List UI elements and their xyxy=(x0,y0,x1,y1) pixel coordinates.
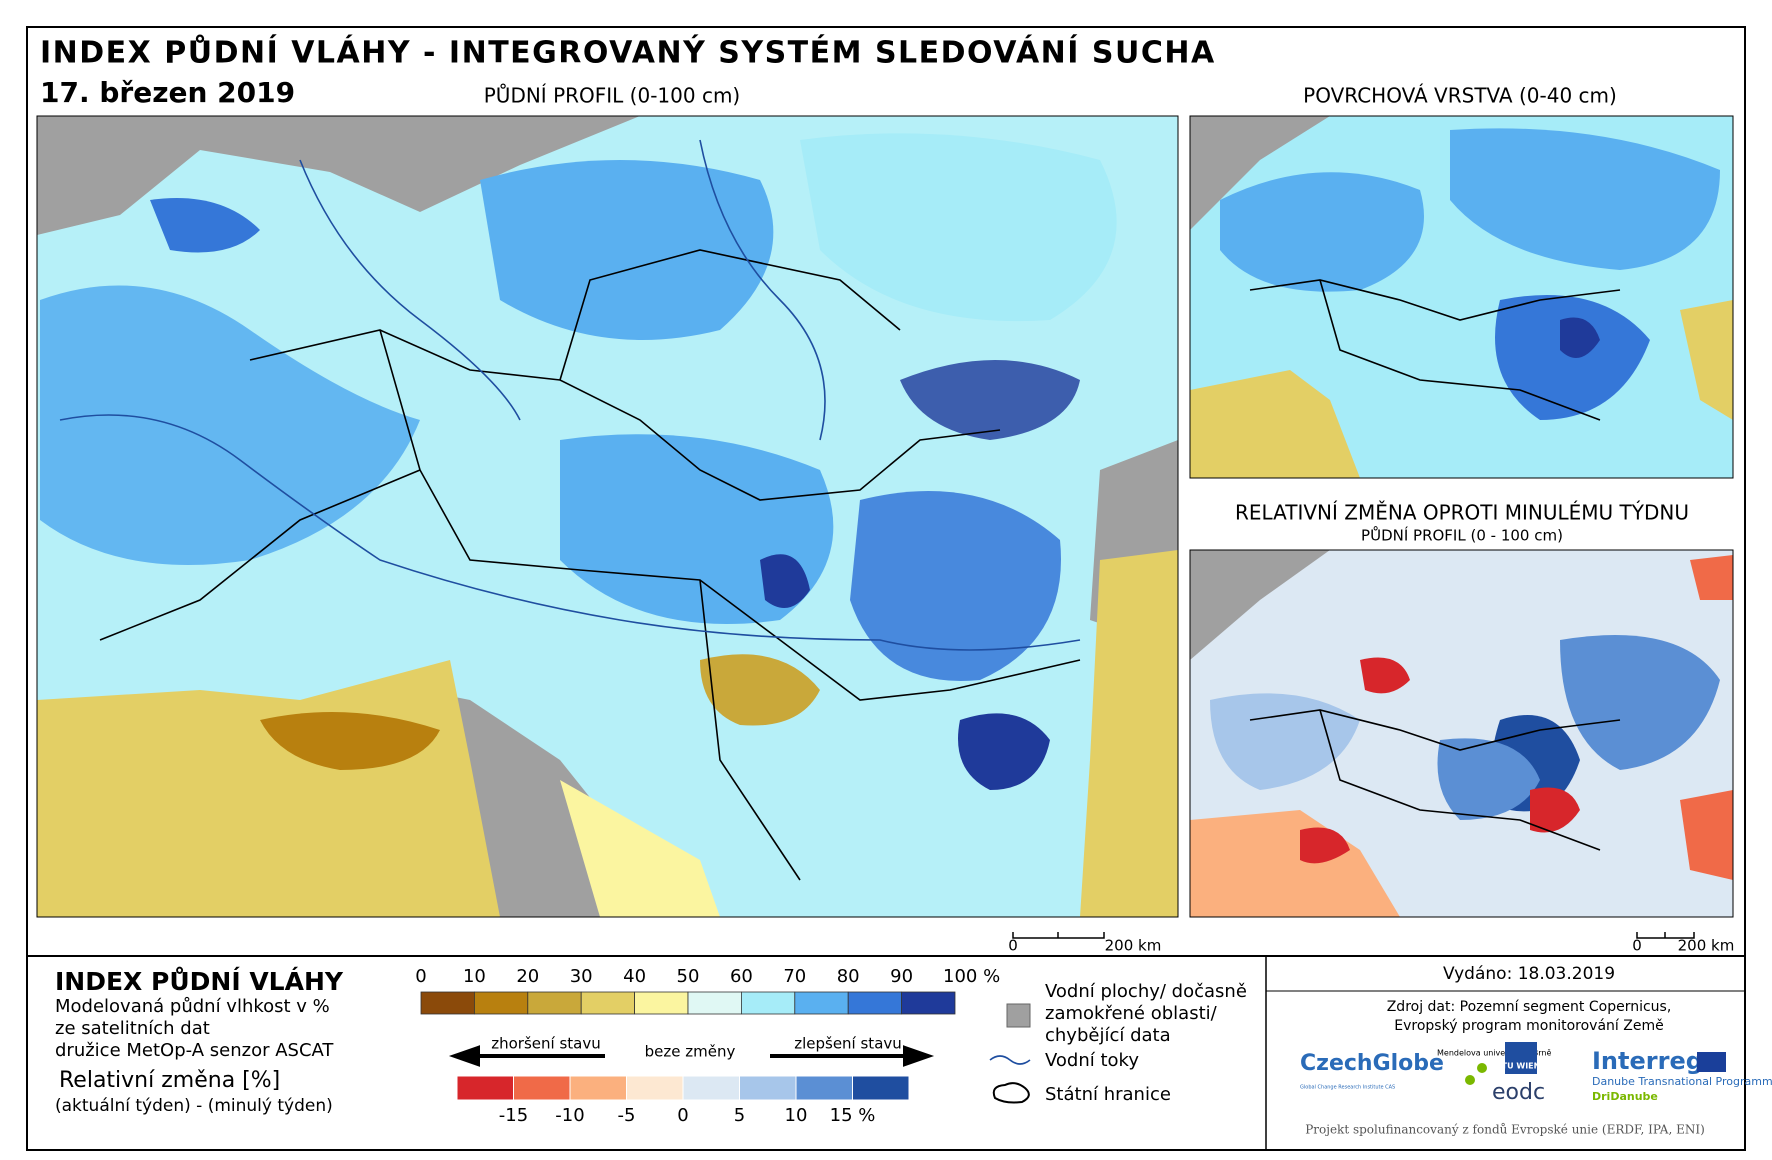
logo: DriDanube xyxy=(1592,1090,1658,1103)
water-symbol xyxy=(1006,1003,1031,1028)
color-box xyxy=(687,991,742,1015)
frame xyxy=(26,26,1746,1151)
legend-text: (aktuální týden) - (minulý týden) xyxy=(55,1096,333,1116)
map-subtitle: PŮDNÍ PROFIL (0 - 100 cm) xyxy=(1361,526,1563,545)
scale-label: 70 xyxy=(783,966,806,987)
scale-label: 30 xyxy=(570,966,593,987)
logo-mark xyxy=(1505,1042,1537,1074)
logo: Danube Transnational Programme xyxy=(1592,1075,1772,1088)
scale-label: 50 xyxy=(677,966,700,987)
logo: Interreg xyxy=(1592,1047,1703,1075)
color-box xyxy=(847,991,903,1015)
eu-flag xyxy=(1697,1052,1726,1072)
scale-label: 0 xyxy=(1008,937,1018,955)
color-box xyxy=(513,1075,571,1101)
scale-label: 90 xyxy=(890,966,913,987)
scale-label: 20 xyxy=(516,966,539,987)
scale-label: 0 xyxy=(415,966,426,987)
color-box xyxy=(739,1075,797,1101)
legend-text: chybějící data xyxy=(1045,1025,1171,1046)
logo: CzechGlobe xyxy=(1300,1051,1444,1076)
date: 17. březen 2019 xyxy=(40,76,295,109)
moisture-scale: 0 10 20 30 40 50 60 70 80 90 100 % xyxy=(415,966,1000,1015)
color-box xyxy=(795,1075,853,1101)
arrow-left xyxy=(448,1045,605,1067)
source: Zdroj dat: Pozemní segment Copernicus, xyxy=(1387,999,1672,1015)
issued: Vydáno: 18.03.2019 xyxy=(1443,964,1615,984)
title: INDEX PŮDNÍ VLÁHY - INTEGROVANÝ SYSTÉM S… xyxy=(40,34,1216,71)
legend-text: Modelovaná půdní vlhkost v % xyxy=(55,996,330,1017)
legend-text: Státní hranice xyxy=(1045,1084,1171,1105)
legend-text: zamokřené oblasti/ xyxy=(1045,1003,1218,1024)
arrow-right xyxy=(770,1045,935,1067)
logo-mark xyxy=(1477,1063,1487,1073)
footer: Projekt spolufinancovaný z fondů Evropsk… xyxy=(1305,1122,1705,1137)
map-title: RELATIVNÍ ZMĚNA OPROTI MINULÉMU TÝDNU xyxy=(1235,501,1689,525)
change-map xyxy=(1190,550,1733,917)
scale-label: 10 xyxy=(785,1105,808,1126)
color-box xyxy=(852,1075,910,1101)
legend-text: Vodní toky xyxy=(1045,1050,1139,1071)
legend-text: zlepšení stavu xyxy=(794,1035,902,1053)
color-box xyxy=(420,991,475,1015)
change-scale: -15 -10 -5 0 5 10 15 % xyxy=(456,1075,910,1126)
scale-label: 15 % xyxy=(830,1105,876,1126)
logo-mark xyxy=(1465,1075,1475,1085)
scale-bar xyxy=(1636,932,1695,939)
color-box xyxy=(682,1075,740,1101)
map-title: PŮDNÍ PROFIL (0-100 cm) xyxy=(484,84,740,108)
scale-label: 40 xyxy=(623,966,646,987)
river-symbol xyxy=(989,1055,1031,1065)
legend-text: zhoršení stavu xyxy=(491,1035,600,1053)
logo: TU WIEN xyxy=(1502,1062,1541,1071)
legend-subtitle: Relativní změna [%] xyxy=(59,1068,280,1093)
legend-text: Vodní plochy/ dočasně xyxy=(1045,981,1247,1002)
color-box xyxy=(901,991,956,1015)
scale-label: -10 xyxy=(555,1105,584,1126)
legend-text: beze změny xyxy=(645,1043,736,1061)
scale-label: 80 xyxy=(837,966,860,987)
color-box xyxy=(456,1075,514,1101)
color-box xyxy=(794,991,849,1015)
scale-label: 60 xyxy=(730,966,753,987)
scale-label: -5 xyxy=(618,1105,636,1126)
color-box xyxy=(741,991,796,1015)
logo: Global Change Research Institute CAS xyxy=(1300,1085,1395,1091)
scale-label: 0 xyxy=(677,1105,688,1126)
scale-label: -15 xyxy=(499,1105,528,1126)
surface-map xyxy=(1190,116,1733,478)
color-box xyxy=(580,991,636,1015)
scale-label: 0 xyxy=(1632,937,1642,955)
logo: Mendelova univerzita v Brně xyxy=(1437,1049,1551,1058)
map-frame xyxy=(1189,115,1734,479)
color-box xyxy=(569,1075,627,1101)
logo: eodc xyxy=(1492,1080,1545,1105)
legend-text: ze satelitních dat xyxy=(55,1018,210,1039)
color-box xyxy=(527,991,582,1015)
legend-title: INDEX PŮDNÍ VLÁHY xyxy=(55,966,344,996)
source: Evropský program monitorování Země xyxy=(1394,1018,1663,1034)
color-box xyxy=(473,991,529,1015)
scale-label: 200 km xyxy=(1678,937,1735,955)
scale-label: 200 km xyxy=(1105,937,1162,955)
scale-bar xyxy=(1012,932,1105,939)
scale-label: 10 xyxy=(463,966,486,987)
map-frame xyxy=(36,115,1179,918)
scale-label: 100 % xyxy=(943,966,1000,987)
color-box xyxy=(634,991,689,1015)
scale-label: 5 xyxy=(734,1105,745,1126)
border-symbol xyxy=(992,1082,1030,1104)
color-box xyxy=(626,1075,684,1101)
legend-text: družice MetOp-A senzor ASCAT xyxy=(55,1040,334,1061)
main-map xyxy=(37,116,1178,917)
map-frame xyxy=(1189,549,1734,918)
map-title: POVRCHOVÁ VRSTVA (0-40 cm) xyxy=(1303,84,1617,108)
